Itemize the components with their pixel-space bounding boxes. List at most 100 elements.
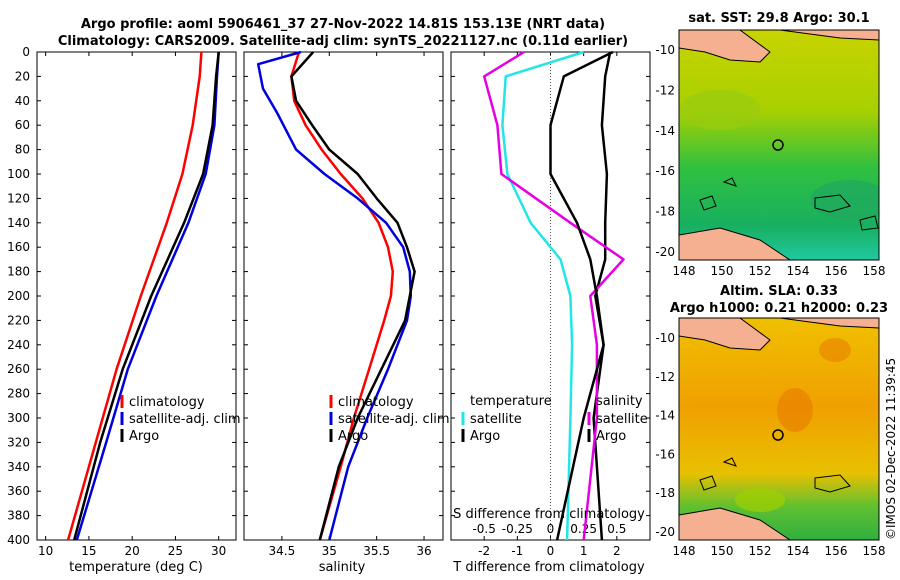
profile-lines	[66, 50, 625, 541]
sla-map-title2: Argo h1000: 0.21 h2000: 0.23	[670, 301, 888, 316]
depth-tick-label: 60	[15, 118, 30, 132]
x-tick-label: 0	[547, 544, 555, 558]
legend-temperature: temperature	[470, 394, 552, 409]
sst-map: sat. SST: 29.8 Argo: 30.1 148 150 152 154 15…	[655, 11, 886, 278]
sla-map-title: Altim. SLA: 0.33	[720, 284, 838, 299]
legend-salinity-argo: Argo	[596, 429, 626, 444]
depth-tick-label: 80	[15, 143, 30, 157]
sla-map: Altim. SLA: 0.33 Argo h1000: 0.21 h2000:…	[655, 284, 888, 558]
legend-temperature-argo: Argo	[470, 429, 500, 444]
map-lat-tick: -14	[655, 124, 675, 138]
map-lon-tick: 152	[749, 544, 772, 558]
map-lat-tick: -16	[655, 447, 675, 461]
depth-tick-label: 0	[22, 45, 30, 59]
depth-tick-label: 220	[7, 313, 30, 327]
salinity-panel-frame	[243, 51, 444, 541]
depth-tick-label: 40	[15, 94, 30, 108]
salinity-legend: climatology satellite-adj. clim Argo	[329, 395, 450, 444]
s-diff-xlabel: S difference from climatology	[453, 507, 645, 522]
imos-timestamp: ©IMOS 02-Dec-2022 11:39:45	[884, 358, 898, 540]
map-lat-tick: -18	[655, 205, 675, 219]
x-tick-label: 2	[613, 544, 621, 558]
depth-tick-label: 100	[7, 167, 30, 181]
x-tick-label: -1	[511, 544, 523, 558]
map-lat-tick: -12	[655, 370, 675, 384]
series-line-satellite-adj.-clim	[75, 51, 220, 541]
depth-tick-label: 200	[7, 289, 30, 303]
map-lon-tick: 148	[673, 544, 696, 558]
x-tick-label: 10	[38, 544, 53, 558]
temperature-legend: climatology satellite-adj. clim Argo	[120, 395, 241, 444]
depth-tick-label: 280	[7, 387, 30, 401]
map-lat-tick: -12	[655, 83, 675, 97]
x-tick-label: 30	[211, 544, 226, 558]
depth-tick-label: 140	[7, 216, 30, 230]
x2-tick-label: 0	[547, 522, 555, 536]
depth-tick-label: 120	[7, 191, 30, 205]
legend-salinity: salinity	[596, 394, 643, 409]
series-line-temperature-argo	[592, 51, 612, 541]
salinity-xlabel: salinity	[319, 560, 366, 575]
x-tick-label: 35	[322, 544, 337, 558]
x-tick-label: 15	[81, 544, 96, 558]
map-lon-tick: 154	[787, 264, 810, 278]
difference-legend: temperature satellite Argo salinity sate…	[461, 394, 648, 444]
depth-tick-label: 180	[7, 265, 30, 279]
depth-tick-label: 380	[7, 509, 30, 523]
x-tick-label: 36	[416, 544, 431, 558]
legend-climatology: climatology	[129, 395, 205, 410]
map-lon-tick: 148	[673, 264, 696, 278]
legend-satellite-adj-s: satellite-adj. clim	[338, 412, 450, 427]
t-diff-xlabel: T difference from climatology	[452, 560, 645, 575]
series-line-salinity-argo	[549, 50, 614, 541]
map-lon-tick: 152	[749, 264, 772, 278]
map-lat-tick: -20	[655, 245, 675, 259]
map-lon-tick: 154	[787, 544, 810, 558]
map-lon-tick: 158	[863, 264, 886, 278]
map-lat-tick: -14	[655, 409, 675, 423]
sst-map-title: sat. SST: 29.8 Argo: 30.1	[688, 11, 869, 26]
map-lon-tick: 158	[863, 544, 886, 558]
figure-title-line2: Climatology: CARS2009. Satellite-adj cli…	[58, 34, 628, 49]
x2-tick-label: 0.5	[607, 522, 626, 536]
map-lat-tick: -10	[655, 331, 675, 345]
series-line-salinity-satellite	[482, 50, 625, 541]
legend-temperature-satellite: satellite	[470, 412, 522, 427]
series-line-temperature-satellite	[501, 50, 585, 541]
x-tick-label: 20	[125, 544, 140, 558]
x-tick-label: -2	[478, 544, 490, 558]
x2-tick-label: -0.25	[502, 522, 533, 536]
legend-satellite-adj: satellite-adj. clim	[129, 412, 241, 427]
map-lat-tick: -16	[655, 164, 675, 178]
map-lat-tick: -20	[655, 525, 675, 539]
map-lat-tick: -10	[655, 43, 675, 57]
x-tick-label: 25	[168, 544, 183, 558]
axis-ticks: 0204060801001201401601802002202402602803…	[7, 45, 650, 558]
legend-argo: Argo	[129, 429, 159, 444]
temperature-xlabel: temperature (deg C)	[69, 560, 203, 575]
x2-tick-label: -0.5	[472, 522, 495, 536]
depth-tick-label: 20	[15, 69, 30, 83]
depth-tick-label: 300	[7, 411, 30, 425]
depth-tick-label: 400	[7, 533, 30, 547]
map-lon-tick: 150	[711, 264, 734, 278]
legend-argo-s: Argo	[338, 429, 368, 444]
depth-tick-label: 340	[7, 460, 30, 474]
legend-salinity-satellite: satellite	[596, 412, 648, 427]
series-line-satellite-adj.-clim	[256, 50, 413, 541]
depth-tick-label: 320	[7, 435, 30, 449]
series-line-argo	[290, 51, 416, 541]
x-tick-label: 34.5	[269, 544, 296, 558]
figure-title-line1: Argo profile: aoml 5906461_37 27-Nov-202…	[81, 17, 605, 32]
map-lat-tick: -18	[655, 486, 675, 500]
map-lon-tick: 156	[825, 264, 848, 278]
series-line-argo	[72, 51, 220, 541]
depth-tick-label: 360	[7, 484, 30, 498]
x-tick-label: 35.5	[363, 544, 390, 558]
series-line-climatology	[66, 51, 203, 541]
map-lon-tick: 150	[711, 544, 734, 558]
depth-tick-label: 240	[7, 338, 30, 352]
temperature-panel-frame	[36, 51, 237, 541]
x-tick-label: 1	[580, 544, 588, 558]
